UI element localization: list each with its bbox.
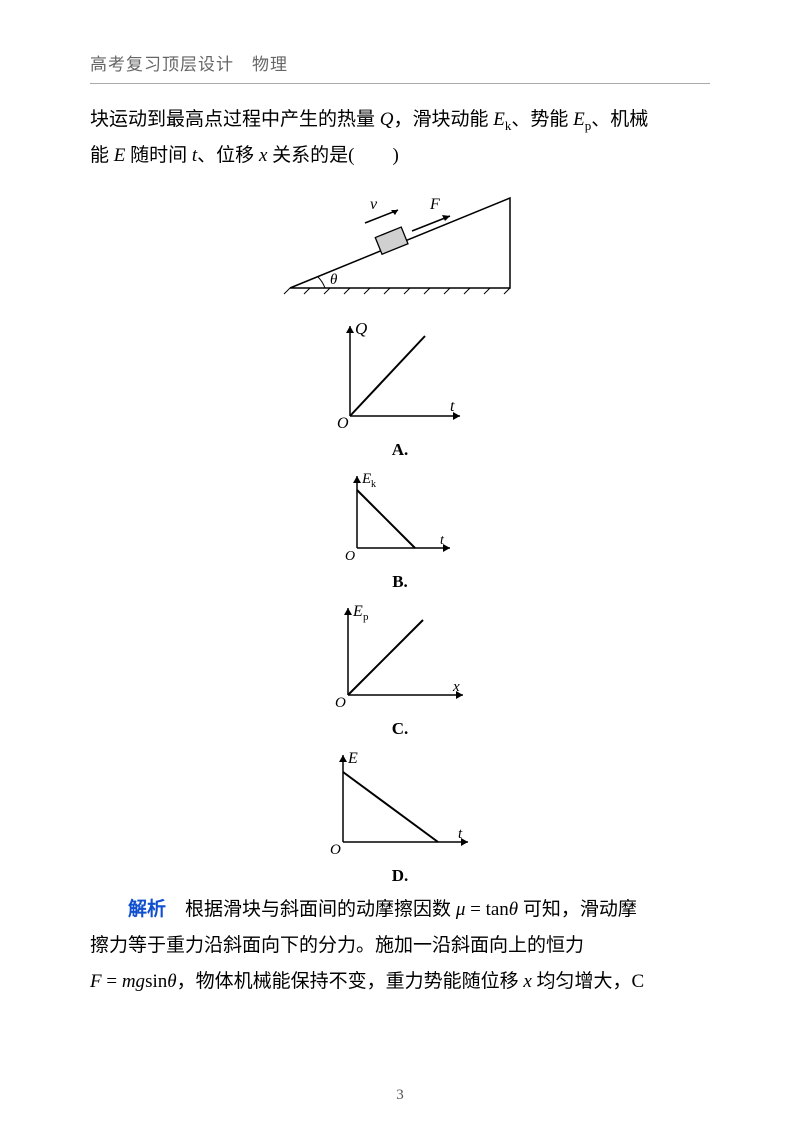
x-label: t: [450, 398, 455, 415]
page-number: 3: [0, 1087, 800, 1104]
origin: O: [335, 695, 346, 710]
label-b: B.: [90, 572, 710, 592]
F-label: F: [429, 196, 440, 213]
y-label: E: [352, 603, 363, 620]
sym-mu: μ: [456, 899, 466, 920]
sym-theta: θ: [509, 899, 518, 920]
q-frag: ，滑块动能: [394, 109, 494, 130]
page-header: 高考复习顶层设计 物理: [90, 50, 710, 84]
q-frag: 块运动到最高点过程中产生的热量: [90, 109, 380, 130]
a-frag: sin: [145, 971, 167, 992]
indent: [90, 899, 128, 920]
a-frag: 根据滑块与斜面间的动摩擦因数: [185, 899, 456, 920]
v-label: v: [370, 196, 378, 213]
a-frag: 均匀增大，C: [532, 971, 644, 992]
incline-svg: θ v F: [270, 183, 530, 303]
sym-theta: θ: [167, 971, 176, 992]
label-c: C.: [90, 719, 710, 739]
a-frag: 擦力等于重力沿斜面向下的分力。施加一沿斜面向上的恒力: [90, 935, 584, 956]
sym-Q: Q: [380, 109, 394, 130]
q-frag: 、位移: [197, 145, 259, 166]
a-frag: 可知，滑动摩: [518, 899, 637, 920]
origin: O: [337, 415, 349, 431]
q-frag: 、势能: [511, 109, 573, 130]
q-frag: 能: [90, 145, 114, 166]
sym-F: F: [90, 971, 102, 992]
sym-E: E: [573, 109, 585, 130]
graph-d: E t O: [90, 747, 710, 862]
a-frag: =: [102, 971, 122, 992]
sym-E: E: [114, 145, 126, 166]
label-a: A.: [90, 440, 710, 460]
q-frag: 关系的是( ): [267, 145, 398, 166]
sym-mg: mg: [122, 971, 145, 992]
a-frag: = tan: [465, 899, 508, 920]
graph-a: Q t O: [90, 316, 710, 436]
graph-b: E k t O: [90, 468, 710, 568]
graph-b-svg: E k t O: [335, 468, 465, 563]
origin: O: [330, 842, 341, 857]
a-frag: ，物体机械能保持不变，重力势能随位移: [177, 971, 524, 992]
graph-d-svg: E t O: [318, 747, 483, 857]
question-text: 块运动到最高点过程中产生的热量 Q，滑块动能 Ek、势能 Ep、机械 能 E 随…: [90, 102, 710, 175]
q-frag: 随时间: [125, 145, 192, 166]
y-sub: p: [363, 611, 369, 623]
graph-a-svg: Q t O: [325, 316, 475, 431]
sym-E: E: [493, 109, 505, 130]
y-label: Q: [355, 319, 367, 338]
header-text: 高考复习顶层设计 物理: [90, 55, 288, 74]
x-label: x: [452, 679, 460, 695]
label-d: D.: [90, 866, 710, 886]
analysis-text: 解析 根据滑块与斜面间的动摩擦因数 μ = tanθ 可知，滑动摩 擦力等于重力…: [90, 892, 710, 1000]
graph-c: E p x O: [90, 600, 710, 715]
analysis-label: 解析: [128, 899, 166, 920]
y-sub: k: [371, 479, 376, 490]
sym-x: x: [523, 971, 531, 992]
q-frag: 、机械: [591, 109, 648, 130]
theta-label: θ: [330, 272, 338, 288]
graph-c-svg: E p x O: [323, 600, 478, 710]
y-label: E: [361, 471, 371, 487]
origin: O: [345, 549, 355, 563]
y-label: E: [347, 750, 358, 767]
incline-figure: θ v F: [90, 183, 710, 308]
